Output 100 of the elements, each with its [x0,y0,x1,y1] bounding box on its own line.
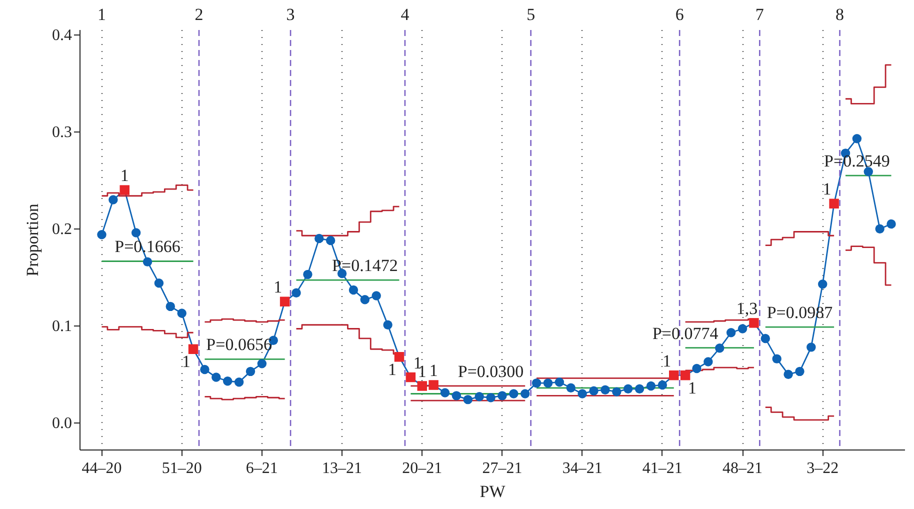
point [668,370,679,380]
point [543,378,553,388]
point [372,291,381,300]
point [120,185,130,195]
x-tick-label: 44–20 [82,460,122,477]
point [498,391,507,400]
point [566,383,576,393]
point [348,285,358,295]
x-tick-label: 48–21 [722,460,763,477]
point [142,257,152,266]
point [658,380,668,390]
point [772,354,782,364]
point [875,224,884,234]
point [554,378,564,387]
text: 2 [194,5,204,24]
point [222,376,232,386]
point [886,219,896,229]
data-label: P=0.0300 [458,362,524,381]
point [646,381,656,391]
annotation: 1 [182,352,191,372]
point [623,384,633,394]
x-tick-label: 41–21 [642,460,682,477]
point [532,378,542,388]
y-tick-label: 0.2 [52,220,72,238]
point [212,372,221,382]
point [612,387,622,396]
y-tick-label: 0.1 [52,318,72,335]
x-tick-label: 20–21 [402,460,442,477]
y-axis-title: Proportion [23,203,42,276]
point [852,134,862,144]
x-tick-label: 51–20 [162,460,202,477]
point [428,380,438,390]
text: 1 [97,5,106,24]
text: 3 [286,5,295,24]
point [795,366,804,376]
point [154,278,164,288]
point [417,381,428,391]
point [486,393,496,402]
point [680,370,690,380]
annotation: 1 [274,278,282,297]
point [749,318,759,328]
x-tick-label: 6–21 [246,460,278,477]
point [97,230,106,240]
annotation: 1 [688,378,697,398]
point [784,370,793,379]
point [474,392,484,402]
point [452,391,462,400]
point [257,359,267,368]
annotation: 1 [429,361,438,380]
text: 6 [675,5,684,24]
point [108,195,118,204]
point [188,344,198,354]
point [394,352,404,362]
point [760,334,770,344]
point [818,280,828,289]
point [314,234,324,244]
annotation: 1 [662,351,672,370]
y-tick-label: 0.3 [52,124,72,141]
x-axis-title: PW [480,482,506,501]
point [806,342,816,352]
point [177,308,186,318]
point [326,236,336,246]
x-tick-label: 34–21 [562,460,602,477]
point [692,364,702,374]
point [726,328,736,338]
point [634,384,644,394]
point [829,198,839,208]
point [463,394,473,404]
point [280,296,290,306]
point [292,288,301,298]
point [406,372,416,382]
text: 8 [836,5,844,24]
point [383,320,392,330]
point [578,389,587,398]
text: 7 [755,5,764,24]
point [200,364,210,374]
point [303,270,312,280]
y-tick-label: 0.0 [52,414,72,432]
text: 5 [526,5,536,24]
point [166,302,176,312]
annotation: 1 [120,166,129,186]
point [234,378,244,387]
point [246,366,256,376]
y-tick-label: 0.4 [52,26,72,44]
point [704,357,713,366]
data-label: P=0.0774 [652,324,719,343]
x-tick-label: 3–22 [806,460,839,477]
annotation: 1,3 [736,298,758,318]
x-tick-label: 13–21 [322,460,362,477]
x-tick-label: 27–21 [482,460,522,477]
annotation: 1 [388,360,396,379]
point [360,295,370,304]
point [509,389,518,398]
point [440,388,450,398]
point [520,389,530,398]
point [738,324,748,334]
point [715,344,724,353]
point [600,385,610,394]
point [131,228,141,238]
text: 4 [400,5,410,24]
